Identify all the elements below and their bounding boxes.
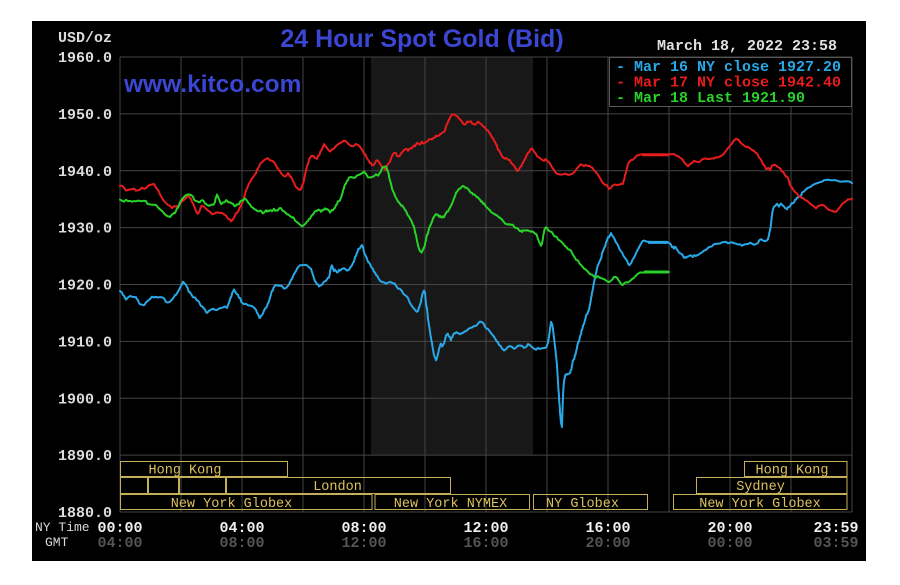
svg-text:1930.0: 1930.0 [58,221,112,238]
svg-text:12:00: 12:00 [341,535,386,552]
svg-text:08:00: 08:00 [219,535,264,552]
svg-text:USD/oz: USD/oz [58,30,112,47]
svg-text:London: London [313,480,362,495]
svg-text:1900.0: 1900.0 [58,391,112,408]
svg-text:1940.0: 1940.0 [58,164,112,181]
svg-text:New York Globex: New York Globex [171,497,293,512]
svg-text:08:00: 08:00 [341,520,386,537]
svg-text:23:59: 23:59 [813,520,858,537]
svg-text:Sydney: Sydney [736,480,785,495]
svg-text:Hong Kong: Hong Kong [149,464,222,479]
svg-text:1920.0: 1920.0 [58,278,112,295]
svg-text:12:00: 12:00 [463,520,508,537]
svg-text:1890.0: 1890.0 [58,448,112,465]
svg-text:16:00: 16:00 [585,520,630,537]
svg-text:GMT: GMT [45,535,69,550]
svg-text:- Mar 17 NY close 1942.40: - Mar 17 NY close 1942.40 [616,75,841,92]
svg-text:NY Time: NY Time [35,520,90,535]
svg-text:1950.0: 1950.0 [58,107,112,124]
svg-text:00:00: 00:00 [707,535,752,552]
svg-text:NY Globex: NY Globex [546,497,619,512]
svg-text:New York Globex: New York Globex [699,497,821,512]
svg-text:- Mar 16 NY close 1927.20: - Mar 16 NY close 1927.20 [616,59,841,76]
svg-text:20:00: 20:00 [585,535,630,552]
svg-text:1910.0: 1910.0 [58,334,112,351]
svg-text:1880.0: 1880.0 [58,505,112,522]
svg-text:24 Hour Spot Gold (Bid): 24 Hour Spot Gold (Bid) [280,25,563,53]
svg-text:20:00: 20:00 [707,520,752,537]
svg-text:03:59: 03:59 [813,535,858,552]
svg-text:www.kitco.com: www.kitco.com [123,71,301,98]
svg-text:16:00: 16:00 [463,535,508,552]
svg-text:04:00: 04:00 [219,520,264,537]
svg-text:04:00: 04:00 [97,535,142,552]
svg-text:March 18, 2022 23:58: March 18, 2022 23:58 [657,38,837,55]
svg-text:00:00: 00:00 [97,520,142,537]
svg-text:Hong Kong: Hong Kong [756,464,829,479]
svg-text:1960.0: 1960.0 [58,50,112,67]
svg-text:- Mar 18 Last 1921.90: - Mar 18 Last 1921.90 [616,90,805,107]
svg-text:New York NYMEX: New York NYMEX [394,497,507,512]
